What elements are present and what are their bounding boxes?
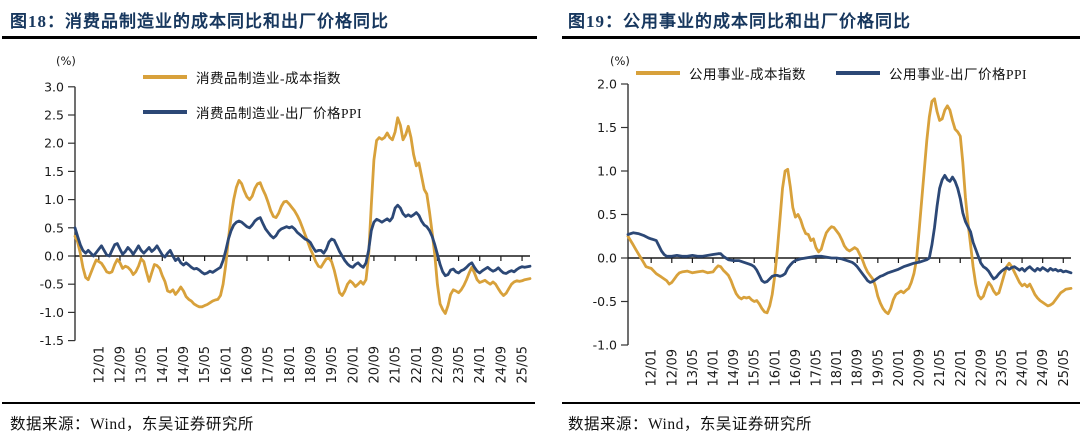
figure-19-source-rule <box>562 402 1080 404</box>
svg-text:20/01: 20/01 <box>346 346 361 383</box>
svg-text:18/01: 18/01 <box>830 349 845 386</box>
svg-text:24/09: 24/09 <box>494 346 509 383</box>
figure-19-title: 图19：公用事业的成本同比和出厂价格同比 <box>568 12 911 31</box>
svg-text:16/09: 16/09 <box>240 346 255 383</box>
svg-text:14/01: 14/01 <box>156 346 171 383</box>
svg-text:17/05: 17/05 <box>262 346 277 383</box>
svg-text:16/09: 16/09 <box>789 349 804 386</box>
ppi-legend-label: 消费品制造业-出厂价格PPI <box>196 105 363 121</box>
figure-19-legend: 公用事业-成本指数 公用事业-出厂价格PPI <box>636 62 1027 84</box>
x-axis: 12/01 12/09 13/05 14/01 14/09 15/05 16/01 16/09… <box>75 255 531 383</box>
svg-text:20/09: 20/09 <box>367 346 382 383</box>
svg-text:1.5: 1.5 <box>44 164 64 179</box>
cost-index-line <box>73 116 532 315</box>
svg-text:22/09: 22/09 <box>974 349 989 386</box>
svg-text:3.0: 3.0 <box>44 79 64 94</box>
svg-text:16/01: 16/01 <box>219 346 234 383</box>
svg-text:24/09: 24/09 <box>1036 349 1051 386</box>
legend-item-cost-index: 公用事业-成本指数 <box>636 62 806 84</box>
svg-text:0.0: 0.0 <box>597 251 617 266</box>
figure-18-source: 数据来源：Wind，东吴证券研究所 <box>10 416 254 433</box>
svg-text:1.5: 1.5 <box>597 120 617 135</box>
svg-text:2.0: 2.0 <box>44 136 64 151</box>
svg-text:16/01: 16/01 <box>768 349 783 386</box>
svg-text:0.5: 0.5 <box>597 207 617 222</box>
svg-text:-1.5: -1.5 <box>40 333 64 348</box>
figure-18: 图18：消费品制造业的成本同比和出厂价格同比 (%) 消费品制造业-成本指数 消… <box>2 12 537 433</box>
svg-text:18/01: 18/01 <box>283 346 298 383</box>
ppi-legend-label: 公用事业-出厂价格PPI <box>889 67 1028 82</box>
svg-text:12/01: 12/01 <box>92 346 107 383</box>
figure-19-unit-label: (%) <box>610 54 630 68</box>
svg-text:19/05: 19/05 <box>325 346 340 383</box>
figure-19: 图19：公用事业的成本同比和出厂价格同比 (%) 公用事业-成本指数 公用事业-… <box>540 0 1080 446</box>
figure-18-legend: 消费品制造业-成本指数 消费品制造业-出厂价格PPI <box>143 64 362 134</box>
cost-index-legend-label: 消费品制造业-成本指数 <box>196 70 341 86</box>
svg-text:14/01: 14/01 <box>706 349 721 386</box>
svg-text:22/01: 22/01 <box>410 346 425 383</box>
y-axis: 3.0 2.5 2.0 1.5 1.0 0.5 0.0 -0.5 -1.0 -1.5 <box>40 79 76 348</box>
svg-text:14/09: 14/09 <box>727 349 742 386</box>
y-axis: 2.0 1.5 1.0 0.5 0.0 -0.5 -1.0 <box>593 77 629 353</box>
legend-item-ppi: 消费品制造业-出厂价格PPI <box>143 99 362 124</box>
figure-18-plot: 3.02.52.01.51.00.50.0-0.5-1.0-1.512/01 12… <box>40 79 532 383</box>
svg-text:22/09: 22/09 <box>431 346 446 383</box>
figure-19-source: 数据来源：Wind，东吴证券研究所 <box>568 416 812 433</box>
svg-text:18/09: 18/09 <box>304 346 319 383</box>
svg-text:-0.5: -0.5 <box>40 277 64 292</box>
figure-19-title-rule <box>562 36 1080 39</box>
svg-text:24/01: 24/01 <box>473 346 488 383</box>
svg-text:25/05: 25/05 <box>516 346 531 383</box>
svg-text:2.5: 2.5 <box>44 108 64 123</box>
svg-text:2.0: 2.0 <box>597 77 617 92</box>
svg-text:15/05: 15/05 <box>748 349 763 386</box>
svg-text:-0.5: -0.5 <box>593 294 617 309</box>
svg-text:-1.0: -1.0 <box>40 305 64 320</box>
svg-text:12/09: 12/09 <box>113 346 128 383</box>
svg-text:22/01: 22/01 <box>954 349 969 386</box>
ppi-line <box>73 203 532 278</box>
svg-text:25/05: 25/05 <box>1057 349 1072 386</box>
ppi-line <box>626 173 1073 284</box>
svg-text:13/05: 13/05 <box>135 346 150 383</box>
svg-text:15/05: 15/05 <box>198 346 213 383</box>
figure-18-title: 图18：消费品制造业的成本同比和出厂价格同比 <box>10 12 389 31</box>
legend-item-cost-index: 消费品制造业-成本指数 <box>143 64 362 89</box>
svg-text:23/05: 23/05 <box>995 349 1010 386</box>
figure-18-unit-label: (%) <box>56 54 76 68</box>
svg-text:0.5: 0.5 <box>44 220 64 235</box>
svg-text:20/09: 20/09 <box>913 349 928 386</box>
svg-text:14/09: 14/09 <box>177 346 192 383</box>
svg-text:1.0: 1.0 <box>597 164 617 179</box>
cost-index-legend-label: 公用事业-成本指数 <box>689 67 806 82</box>
svg-text:17/05: 17/05 <box>810 349 825 386</box>
svg-text:13/05: 13/05 <box>686 349 701 386</box>
svg-text:18/09: 18/09 <box>851 349 866 386</box>
svg-text:0.0: 0.0 <box>44 249 64 264</box>
svg-text:20/01: 20/01 <box>892 349 907 386</box>
svg-text:23/05: 23/05 <box>452 346 467 383</box>
svg-text:12/01: 12/01 <box>645 349 660 386</box>
svg-text:12/09: 12/09 <box>665 349 680 386</box>
cost-index-line <box>626 97 1073 316</box>
figure-19-plot: 2.0 1.5 1.0 0.5 0.0 -0.5 -1.0 12/01 12/09 13/05 14… <box>593 77 1073 386</box>
ppi-line-swatch <box>836 71 880 75</box>
svg-text:21/05: 21/05 <box>933 349 948 386</box>
legend-item-ppi: 公用事业-出厂价格PPI <box>836 62 1027 84</box>
svg-text:1.0: 1.0 <box>44 192 64 207</box>
figure-18-source-rule <box>2 402 535 404</box>
svg-text:21/05: 21/05 <box>389 346 404 383</box>
cost-index-line-swatch <box>143 74 187 79</box>
svg-text:19/05: 19/05 <box>871 349 886 386</box>
figure-18-title-rule <box>2 36 537 39</box>
svg-text:24/01: 24/01 <box>1016 349 1031 386</box>
cost-index-line-swatch <box>636 71 680 75</box>
svg-text:-1.0: -1.0 <box>593 338 617 353</box>
x-axis: 12/01 12/09 13/05 14/01 14/09 15/05 16/01 16/09… <box>628 257 1072 386</box>
ppi-line-swatch <box>143 109 187 114</box>
